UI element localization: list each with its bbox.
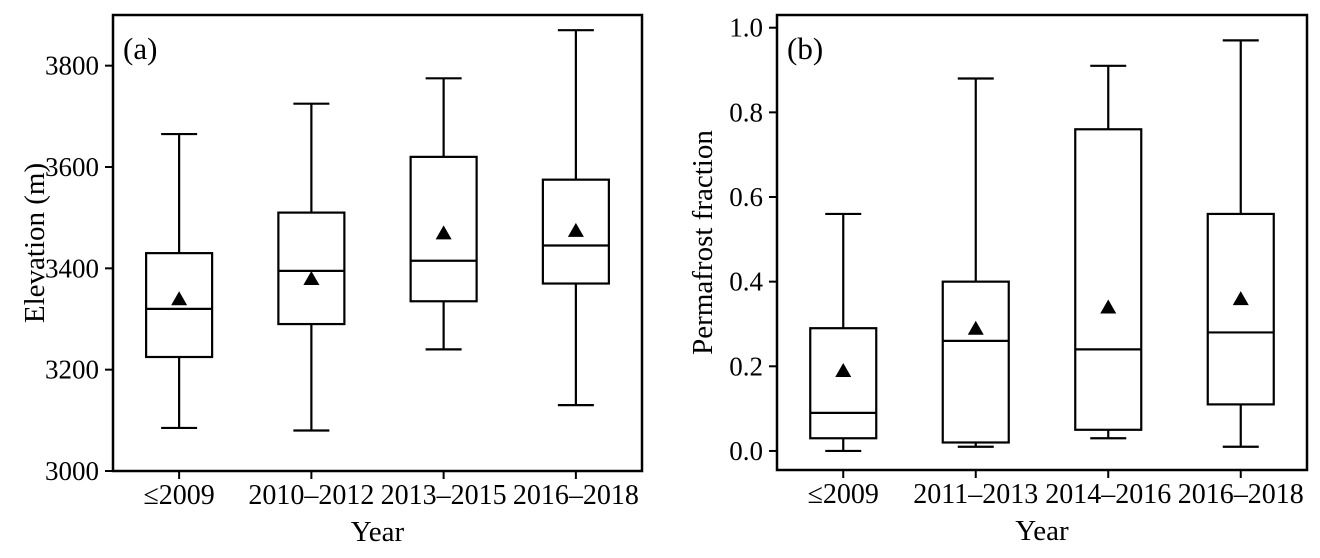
x-category-label: 2011–2013 bbox=[913, 479, 1038, 510]
mean-triangle-marker bbox=[435, 225, 452, 240]
y-tick-label: 0.4 bbox=[729, 267, 763, 297]
iqr-box bbox=[1074, 128, 1143, 431]
mean-triangle-marker bbox=[171, 291, 188, 306]
mean-triangle-marker bbox=[303, 270, 320, 285]
x-category-label: 2010–2012 bbox=[248, 480, 374, 511]
y-tick-label: 0.8 bbox=[729, 97, 763, 127]
y-tick-label: 3000 bbox=[45, 456, 99, 486]
mean-triangle-marker bbox=[835, 363, 852, 378]
iqr-box bbox=[1206, 212, 1275, 406]
iqr-box bbox=[941, 280, 1010, 444]
mean-triangle-marker bbox=[1100, 299, 1117, 314]
panel-label: (a) bbox=[123, 31, 157, 66]
y-tick-label: 0.2 bbox=[729, 351, 763, 381]
mean-triangle-marker bbox=[567, 222, 584, 237]
x-category-label: ≤2009 bbox=[143, 480, 214, 511]
y-tick-label: 3200 bbox=[45, 355, 99, 385]
panel-a: 3000 3200 3400 3600 3800 ≤2009 2010–2012 2013–2… bbox=[19, 13, 644, 548]
panel-b: 0.0 0.2 0.4 0.6 0.8 1.0 ≤2009 2011–2013 2014–201… bbox=[660, 0, 1320, 558]
y-tick-label: 1.0 bbox=[729, 13, 763, 43]
panel-label: (b) bbox=[787, 31, 823, 66]
y-tick-label: 0.0 bbox=[729, 436, 763, 466]
iqr-box bbox=[277, 211, 346, 326]
mean-triangle-marker bbox=[1232, 291, 1249, 306]
x-category-label: 2013–2015 bbox=[381, 480, 507, 511]
mean-triangle-marker bbox=[967, 320, 984, 335]
y-tick-label: 3800 bbox=[45, 51, 99, 81]
boxplot-panel-b-chart: 0.0 0.2 0.4 0.6 0.8 1.0 ≤2009 2011–2013 2014–201… bbox=[687, 13, 1309, 547]
x-axis-label: Year bbox=[1015, 515, 1069, 547]
iqr-box bbox=[809, 327, 878, 440]
y-tick-label: 0.6 bbox=[729, 182, 763, 212]
x-category-label: 2014–2016 bbox=[1045, 479, 1171, 510]
y-axis-label: Elevation (m) bbox=[19, 163, 51, 323]
x-category-label: 2016–2018 bbox=[513, 480, 639, 511]
x-category-label: ≤2009 bbox=[808, 479, 879, 510]
y-axis-label: Permafrost fraction bbox=[687, 130, 719, 355]
axes-frame bbox=[111, 13, 644, 473]
x-category-label: 2016–2018 bbox=[1178, 479, 1304, 510]
x-axis-label: Year bbox=[351, 516, 405, 548]
axes-frame bbox=[775, 13, 1309, 472]
boxplot-panel-a-chart: 3000 3200 3400 3600 3800 ≤2009 2010–2012 2013–2… bbox=[19, 13, 644, 548]
y-tick-label: 3600 bbox=[45, 152, 99, 182]
y-tick-label: 3400 bbox=[45, 253, 99, 283]
